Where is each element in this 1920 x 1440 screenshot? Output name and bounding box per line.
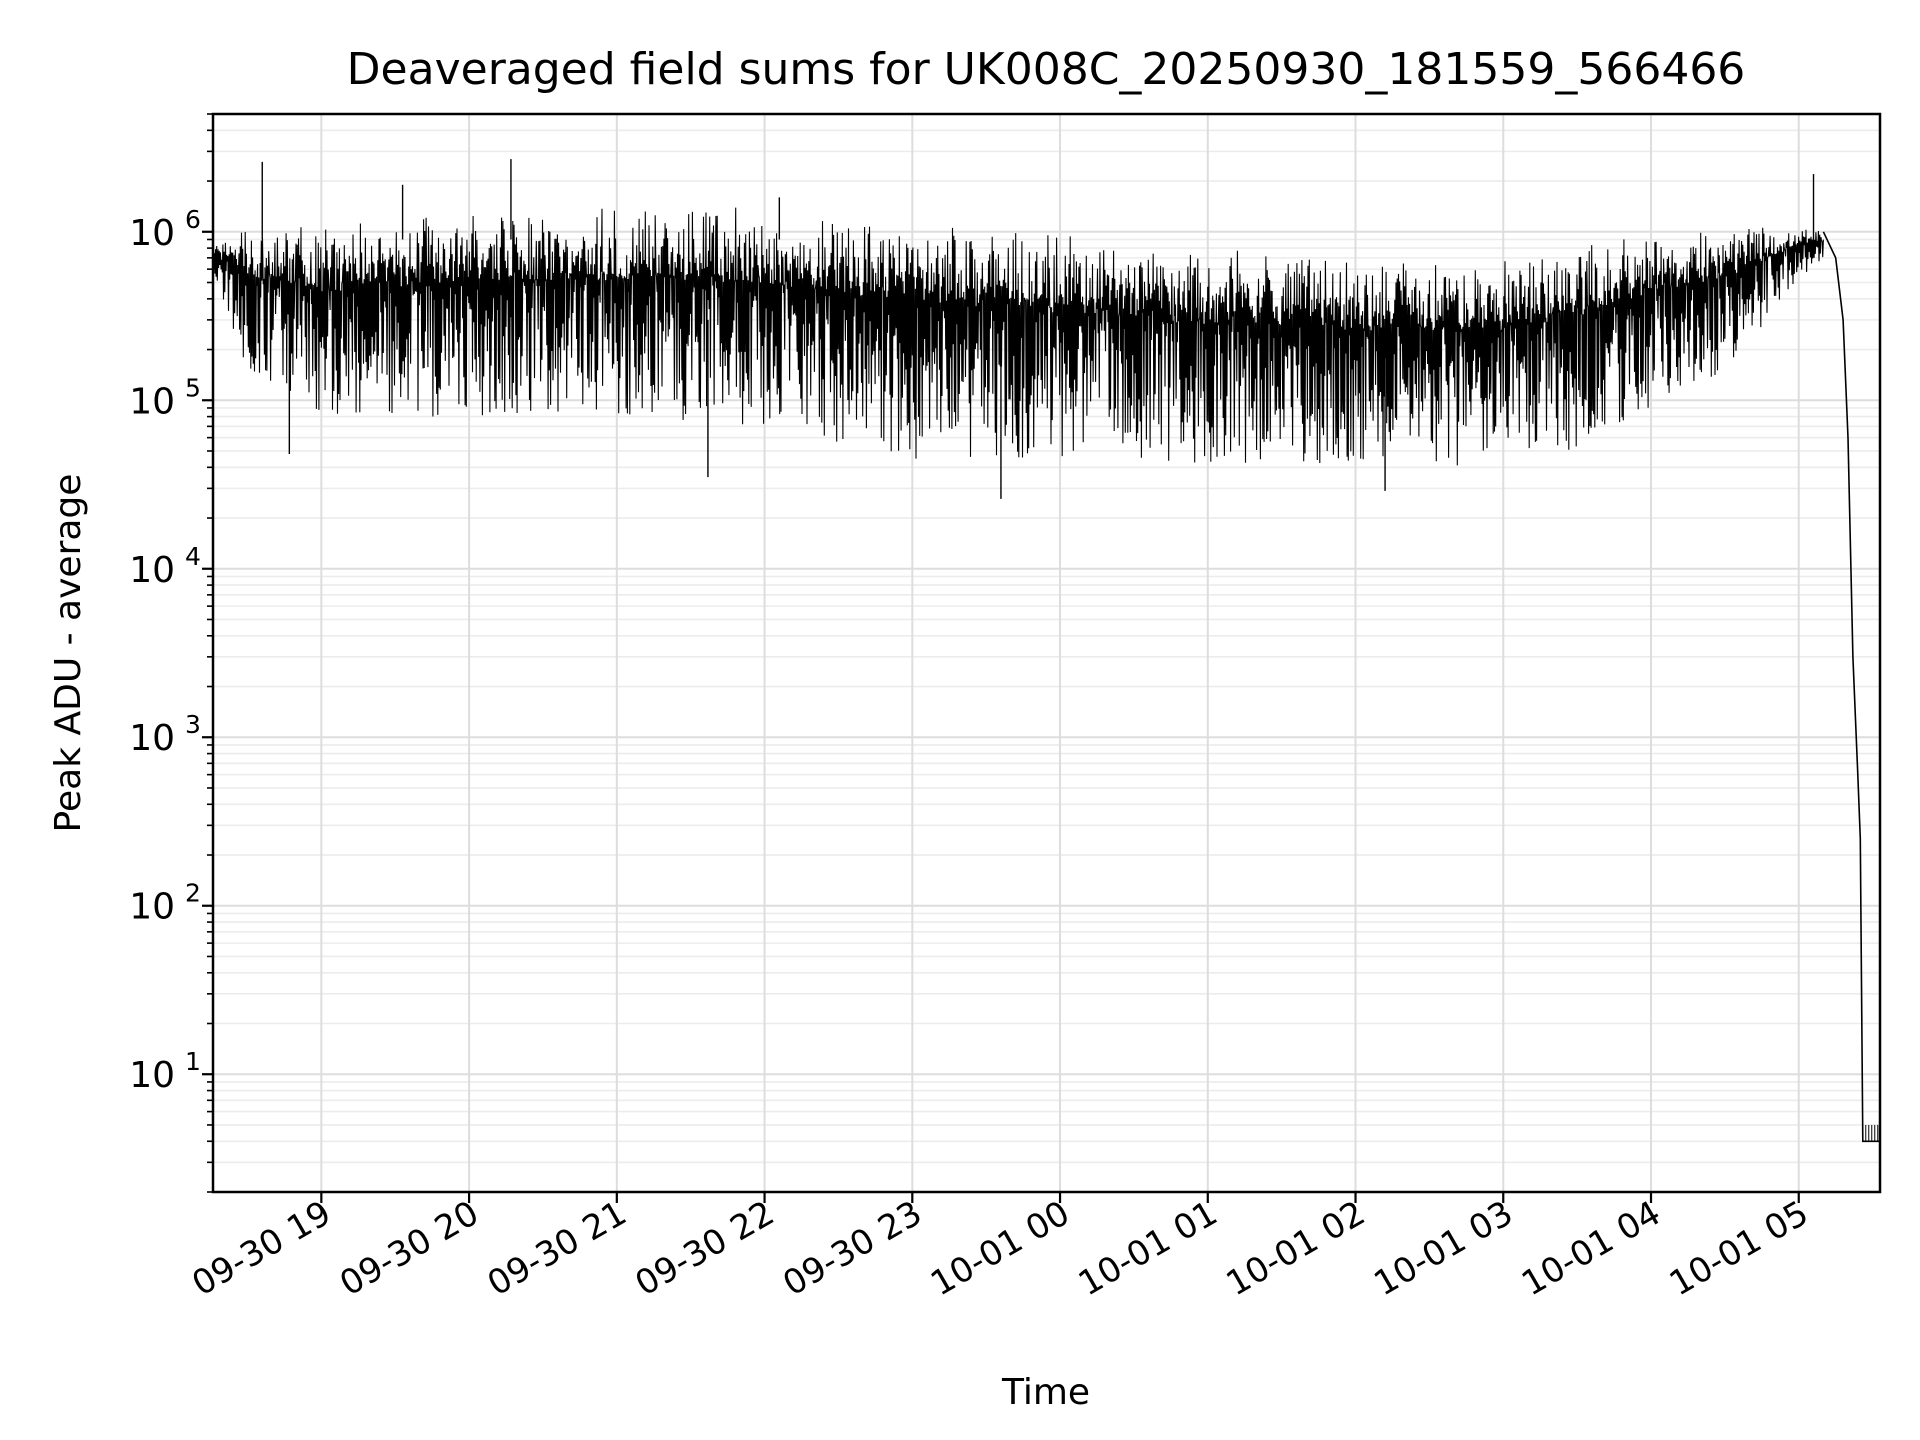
chart-title: Deaveraged field sums for UK008C_2025093… xyxy=(347,44,1746,95)
y-tick-exponent: 2 xyxy=(185,879,201,908)
y-tick-label: 10 xyxy=(129,718,175,759)
y-tick-exponent: 6 xyxy=(185,205,201,234)
series-tail xyxy=(1822,231,1880,1143)
x-axis-label: Time xyxy=(1001,1372,1090,1413)
y-tick-exponent: 4 xyxy=(185,542,201,571)
y-tick-label: 10 xyxy=(129,381,175,422)
plot-frame xyxy=(211,112,1882,1194)
y-axis-label: Peak ADU - average xyxy=(48,474,89,833)
grid-layer xyxy=(213,113,1880,1193)
y-tick-label: 10 xyxy=(129,213,175,254)
y-tick-label: 10 xyxy=(129,887,175,928)
y-tick-exponent: 5 xyxy=(185,373,201,402)
y-tick-label: 10 xyxy=(129,550,175,591)
data-layer xyxy=(212,159,1880,1143)
series-trace xyxy=(212,207,1824,466)
y-tick-exponent: 3 xyxy=(185,710,201,739)
y-tick-exponent: 1 xyxy=(185,1047,201,1076)
y-tick-label: 10 xyxy=(129,1055,175,1096)
